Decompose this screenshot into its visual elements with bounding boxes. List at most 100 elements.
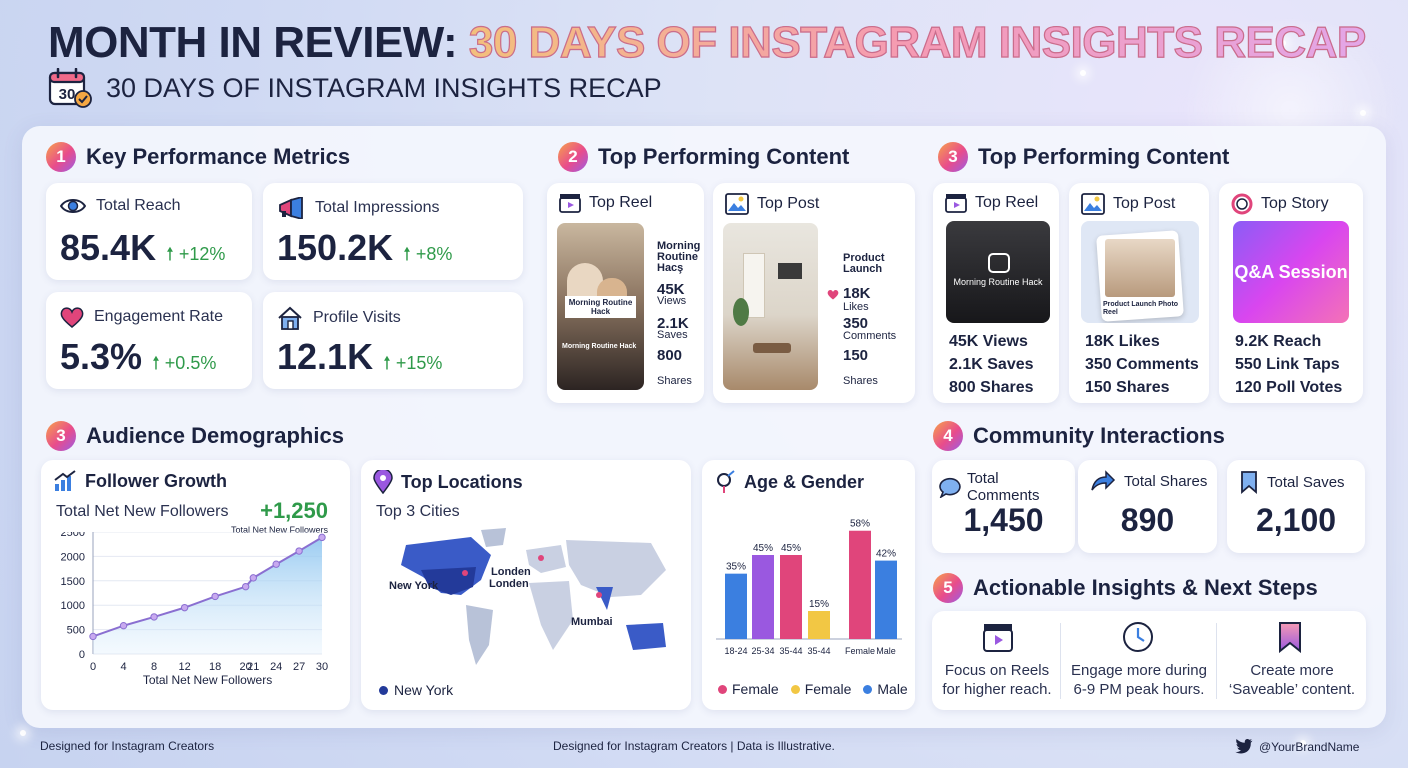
page-title: MONTH IN REVIEW: 30 DAYS OF INSTAGRAM IN… bbox=[48, 17, 1367, 68]
insight-text: Engage more during 6-9 PM peak hours. bbox=[1071, 662, 1207, 698]
card-title-text: Top Reel bbox=[975, 194, 1039, 211]
stat-line: 45K Views bbox=[949, 333, 1028, 350]
legend-item: Female bbox=[718, 681, 779, 697]
growth-point bbox=[211, 592, 219, 601]
twitter-bird-icon bbox=[1235, 739, 1253, 754]
map-asia bbox=[566, 540, 666, 597]
x-tick-label: 18-24 bbox=[724, 646, 747, 656]
card-title-text: Top Story bbox=[1261, 195, 1329, 212]
legend-label: Male bbox=[877, 681, 908, 697]
map-greenland bbox=[481, 528, 506, 547]
map-india-highlight bbox=[596, 587, 613, 610]
growth-chart-icon bbox=[54, 470, 76, 491]
bar bbox=[849, 530, 871, 639]
kpi-change: 🠕 +15% bbox=[383, 353, 443, 373]
locations-subtitle: Top 3 Cities bbox=[376, 503, 460, 520]
kpi-value: 12.1K bbox=[277, 336, 374, 377]
section-top-content-a-heading: 2 Top Performing Content bbox=[558, 142, 849, 172]
reel-thumbnail[interactable]: Morning Routine Hack bbox=[946, 221, 1050, 323]
top-story-card[interactable]: Top Story Q&A Session 9.2K Reach 550 Lin… bbox=[1219, 183, 1363, 403]
top-reel-card[interactable]: Top Reel Morning Routine Hack Morning Ro… bbox=[547, 183, 704, 403]
growth-line bbox=[92, 536, 323, 638]
story-thumbnail[interactable]: Q&A Session bbox=[1233, 221, 1349, 323]
world-map bbox=[401, 528, 666, 665]
divider bbox=[1060, 623, 1061, 699]
card-title: Top Reel bbox=[945, 193, 1038, 213]
map-label: Londen bbox=[491, 566, 531, 578]
y-tick-label: 0 bbox=[79, 649, 85, 661]
follower-growth-card: Follower Growth Total Net New Followers … bbox=[41, 460, 350, 710]
x-tick-label: 18 bbox=[209, 661, 221, 673]
sparkle-dot bbox=[1280, 40, 1286, 46]
reel-thumbnail[interactable]: Morning Routine Hack Morning Routine Hac… bbox=[557, 223, 644, 390]
stat-line: 120 Poll Votes bbox=[1235, 379, 1343, 396]
map-label: New York bbox=[389, 580, 439, 592]
kpi-label: Total Impressions bbox=[277, 197, 440, 219]
growth-point bbox=[241, 582, 250, 591]
post-thumbnail[interactable]: Product Launch Photo Reel bbox=[1081, 221, 1199, 323]
subtitle-text: 30 DAYS OF INSTAGRAM INSIGHTS RECAP bbox=[106, 72, 662, 103]
map-legend: New York bbox=[379, 682, 453, 698]
kpi-value-row: 150.2K 🠕 +8% bbox=[277, 227, 452, 272]
insight-text: Focus on Reels for higher reach. bbox=[942, 662, 1052, 698]
section-insights-heading: 5 Actionable Insights & Next Steps bbox=[933, 573, 1318, 603]
section-title: Key Performance Metrics bbox=[86, 144, 351, 169]
y-tick-label: 1500 bbox=[61, 576, 85, 588]
post-thumbnail[interactable] bbox=[723, 223, 818, 390]
post-shares-value: 150 bbox=[843, 347, 869, 364]
community-card-comments: Total Comments 1,450 bbox=[932, 460, 1075, 553]
growth-point bbox=[295, 547, 303, 555]
legend-label: New York bbox=[394, 682, 454, 698]
kpi-card-reach: Total Reach 85.4K 🠕 +12% bbox=[46, 183, 252, 280]
page-subtitle-row: 30 30 DAYS OF INSTAGRAM INSIGHTS RECAP bbox=[48, 68, 662, 108]
card-title-text: Top Post bbox=[757, 195, 820, 212]
x-tick-label: 21 bbox=[247, 661, 259, 673]
kpi-value-row: 5.3% 🠕 +0.5% bbox=[60, 336, 216, 381]
top-post-card[interactable]: Top Post Product Launch 18K Likes 350 Co… bbox=[713, 183, 915, 403]
section-title: Audience Demographics bbox=[86, 423, 344, 448]
x-tick-label: 27 bbox=[293, 661, 305, 673]
reel-clapper-icon bbox=[559, 194, 581, 213]
title-highlight: 30 DAYS OF INSTAGRAM INSIGHTS RECAP bbox=[468, 17, 1367, 67]
gender-symbol-icon bbox=[717, 470, 735, 493]
heart-icon bbox=[827, 290, 839, 300]
top-reel-card-b[interactable]: Top Reel Morning Routine Hack 45K Views … bbox=[933, 183, 1059, 403]
photo-icon bbox=[1081, 193, 1105, 215]
bar-value-label: 45% bbox=[753, 543, 773, 554]
clock-icon bbox=[1123, 622, 1153, 652]
map-marker-mumbai bbox=[596, 592, 602, 598]
reel-stats: 45K Views 2.1K Saves 800 Shares bbox=[949, 330, 1034, 399]
reel-views-label: Views bbox=[657, 295, 687, 307]
map-europe bbox=[526, 545, 566, 573]
map-south-america bbox=[466, 605, 493, 665]
sparkle-dot bbox=[20, 730, 26, 736]
photo-icon bbox=[725, 193, 749, 215]
stat-line: 9.2K Reach bbox=[1235, 333, 1322, 350]
reel-clapper-icon bbox=[983, 624, 1013, 652]
top-post-card-b[interactable]: Top Post Product Launch Photo Reel 18K L… bbox=[1069, 183, 1209, 403]
card-title: Top Reel bbox=[559, 193, 652, 213]
megaphone-icon bbox=[279, 197, 303, 219]
footer-handle[interactable]: @YourBrandName bbox=[1235, 739, 1359, 754]
map-marker-london bbox=[538, 555, 544, 561]
calendar-icon: 30 bbox=[48, 68, 92, 108]
kpi-label: Profile Visits bbox=[277, 306, 401, 330]
section-title: Top Performing Content bbox=[598, 144, 850, 169]
stat-line: 18K Likes bbox=[1085, 333, 1160, 350]
reel-shares-value: 800 bbox=[657, 347, 683, 364]
kpi-label-text: Total Reach bbox=[96, 197, 181, 214]
growth-point bbox=[89, 632, 97, 641]
x-tick-label: 25-34 bbox=[751, 646, 774, 656]
y-tick-label: 2000 bbox=[61, 551, 85, 563]
stat-line: 800 Shares bbox=[949, 379, 1034, 396]
card-title: Follower Growth bbox=[53, 470, 227, 492]
bookmark-icon bbox=[1241, 471, 1257, 494]
share-arrow-icon bbox=[1091, 470, 1116, 491]
bookmark-icon bbox=[1279, 622, 1301, 653]
legend-item: Male bbox=[863, 681, 908, 697]
location-pin-icon bbox=[373, 470, 393, 494]
bar bbox=[752, 555, 774, 639]
sparkle-dot bbox=[1080, 70, 1086, 76]
sparkle-dot bbox=[1360, 110, 1366, 116]
kpi-value-row: 85.4K 🠕 +12% bbox=[60, 227, 225, 272]
